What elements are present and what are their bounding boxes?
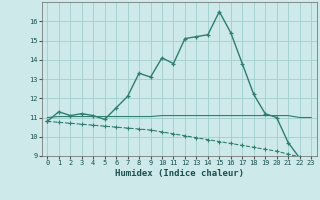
X-axis label: Humidex (Indice chaleur): Humidex (Indice chaleur) bbox=[115, 169, 244, 178]
